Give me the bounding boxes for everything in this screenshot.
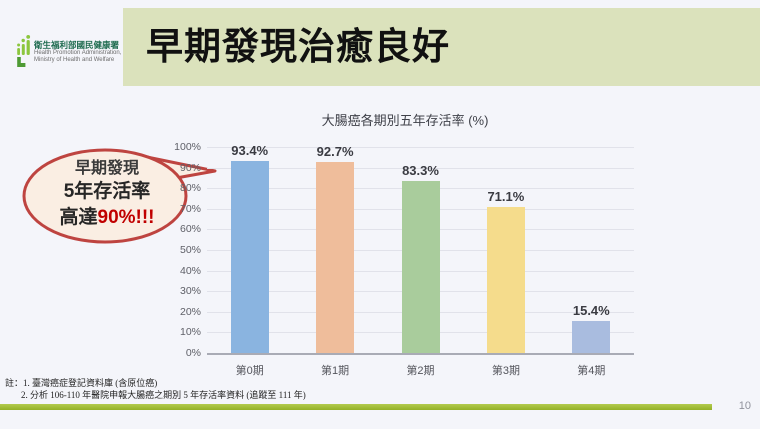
y-axis-tick-label: 20% <box>179 305 201 318</box>
bar-stage-1 <box>316 162 355 353</box>
x-axis-category-label: 第1期 <box>321 365 350 377</box>
callout-bubble: 早期發現 5年存活率 高達90%!!! <box>14 142 230 254</box>
y-axis-tick-label: 30% <box>179 285 201 298</box>
x-axis-line <box>207 352 634 355</box>
y-axis-tick-label: 90% <box>179 161 201 174</box>
chart-title: 大腸癌各期別五年存活率 (%) <box>321 113 489 128</box>
bottom-accent-bar <box>0 404 712 410</box>
gridline <box>207 167 634 169</box>
logo-org-name-zh: 衛生福利部國民健康署 <box>34 40 120 50</box>
hpa-logo: 衛生福利部國民健康署 Health Promotion Administrati… <box>15 34 123 70</box>
callout-line2: 5年存活率 <box>63 181 151 202</box>
callout-line3: 高達90%!!! <box>14 202 200 229</box>
hpa-logo-icon <box>17 35 31 67</box>
bar-value-label: 93.4% <box>231 142 269 158</box>
page-number: 10 <box>738 400 751 412</box>
y-axis-tick-label: 0% <box>185 347 201 359</box>
footnote-line1: 註：1. 臺灣癌症登記資料庫 (含原位癌) <box>5 378 158 388</box>
callout-bubble-shape <box>22 148 217 244</box>
footnote-line2: 2. 分析 106-110 年醫院申報大腸癌之期別 5 年存活率資料 (追蹤至 … <box>21 390 306 400</box>
y-axis-tick-label: 80% <box>179 182 201 195</box>
y-axis-tick-label: 60% <box>179 223 201 236</box>
y-axis-tick-label: 10% <box>179 326 201 339</box>
y-axis-tick-label: 40% <box>179 264 201 277</box>
bar-value-label: 83.3% <box>402 163 439 179</box>
slide-title: 早期發現治癒良好 <box>146 26 450 67</box>
x-axis-category-label: 第2期 <box>406 365 435 377</box>
bar-stage-3 <box>486 206 525 353</box>
logo-org-name-en-line1: Health Promotion Administration, <box>34 50 122 56</box>
bar-stage-2 <box>401 181 440 353</box>
y-axis-tick-label: 100% <box>174 141 201 153</box>
bar-value-label: 15.4% <box>572 303 610 319</box>
bar-stage-4 <box>572 321 611 353</box>
callout-line3-suffix: !!! <box>135 207 155 228</box>
bar-stage-0 <box>230 160 269 353</box>
callout-line3-prefix: 高達 <box>59 207 98 228</box>
callout-line1: 早期發現 <box>74 160 139 177</box>
x-axis-category-label: 第4期 <box>577 365 606 377</box>
logo-org-name-en-line2: Ministry of Health and Welfare <box>34 57 115 63</box>
y-axis-tick-label: 50% <box>179 244 201 256</box>
callout-line3-highlight: 90% <box>97 207 136 228</box>
x-axis-category-label: 第0期 <box>235 365 264 377</box>
bar-value-label: 71.1% <box>487 188 525 204</box>
x-axis-category-label: 第3期 <box>491 365 520 377</box>
header-band <box>123 8 760 86</box>
gridline <box>207 147 634 148</box>
y-axis-tick-label: 70% <box>179 202 201 215</box>
bar-value-label: 92.7% <box>316 144 354 159</box>
